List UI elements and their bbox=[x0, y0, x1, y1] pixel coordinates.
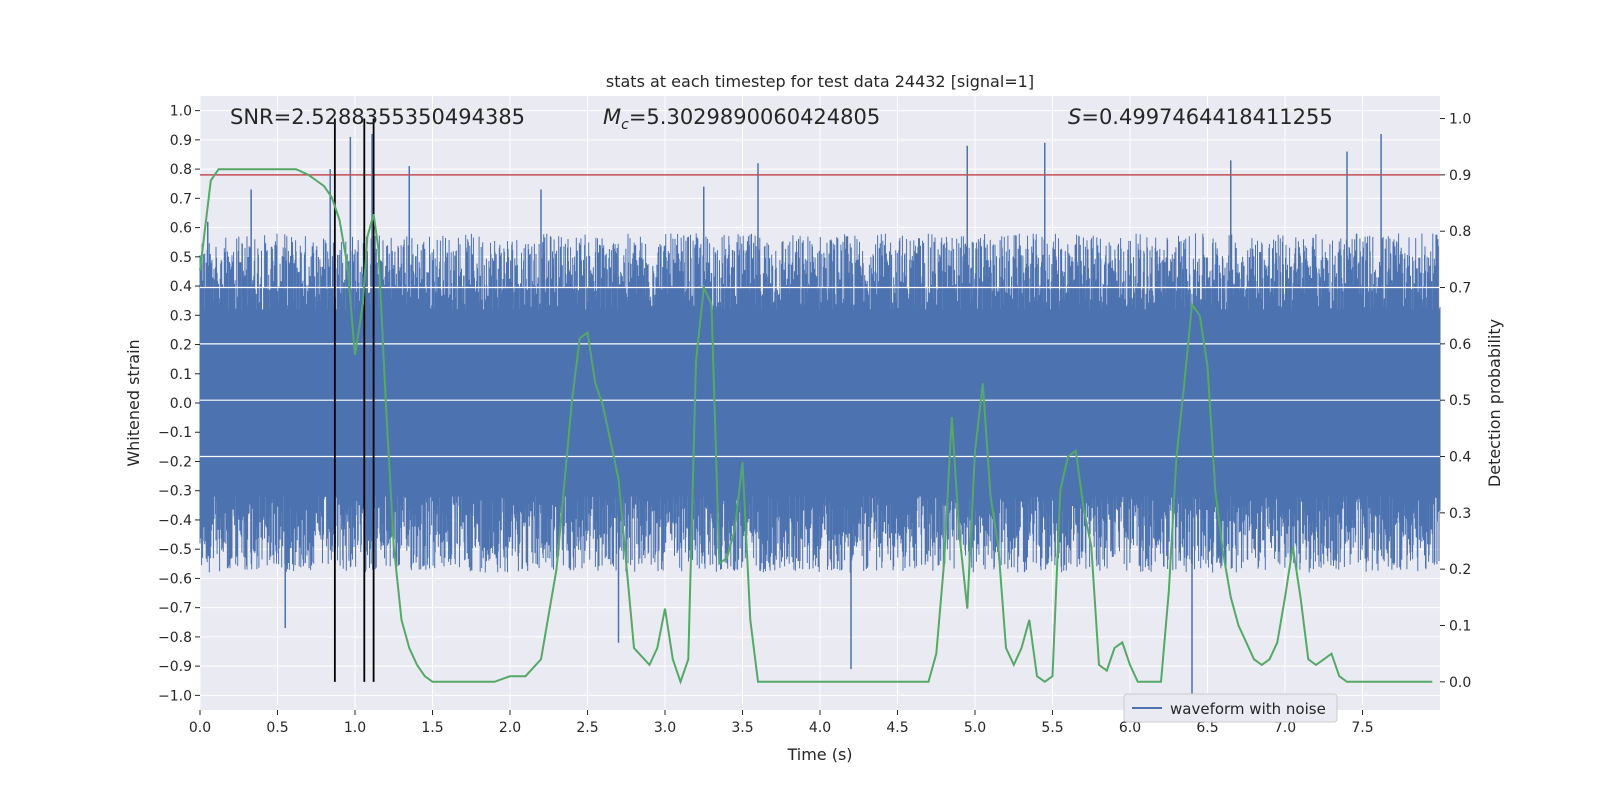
snr-annotation: SNR=2.5288355350494385 bbox=[230, 105, 525, 129]
y-left-tick-label: 0.1 bbox=[170, 367, 192, 383]
y-left-tick-label: 0.7 bbox=[170, 191, 192, 207]
x-axis-ticks: 0.0 0.5 1.0 1.5 2.0 2.5 3.0 3.5 4.0 4.5 5.0 5.5 6.0 6… bbox=[189, 710, 1374, 736]
y-left-tick-label: −0.6 bbox=[158, 571, 192, 587]
x-tick-label: 1.5 bbox=[421, 720, 443, 736]
y-left-axis-ticks: 1.0 0.9 0.8 0.7 0.6 0.5 0.4 0.3 0.2 0.1 0.0 −0.1 −0.… bbox=[158, 104, 200, 704]
s-annotation: S=0.4997464418411255 bbox=[1068, 105, 1333, 129]
y-left-tick-label: −0.9 bbox=[158, 659, 192, 675]
x-tick-label: 6.5 bbox=[1196, 720, 1218, 736]
x-tick-label: 4.0 bbox=[809, 720, 831, 736]
y-right-tick-label: 0.3 bbox=[1449, 506, 1471, 522]
chart-title: stats at each timestep for test data 244… bbox=[606, 72, 1034, 91]
y-right-tick-label: 0.8 bbox=[1449, 224, 1471, 240]
legend-label: waveform with noise bbox=[1170, 700, 1326, 718]
y-right-tick-label: 0.0 bbox=[1449, 675, 1471, 691]
x-tick-label: 4.5 bbox=[886, 720, 908, 736]
y-left-axis-label: Whitened strain bbox=[124, 339, 143, 466]
y-right-axis-label: Detection probability bbox=[1485, 319, 1504, 487]
y-left-tick-label: −0.7 bbox=[158, 601, 192, 617]
mc-subscript: c bbox=[621, 117, 629, 133]
x-tick-label: 2.0 bbox=[499, 720, 521, 736]
y-left-tick-label: 0.5 bbox=[170, 250, 192, 266]
x-tick-label: 5.0 bbox=[964, 720, 986, 736]
y-right-axis-ticks: 1.0 0.9 0.8 0.7 0.6 0.5 0.4 0.3 0.2 0.1 0.0 bbox=[1440, 112, 1471, 691]
probability-series bbox=[199, 168, 1433, 685]
y-right-tick-label: 0.2 bbox=[1449, 562, 1471, 578]
y-right-tick-label: 0.4 bbox=[1449, 450, 1471, 466]
legend: waveform with noise bbox=[1123, 693, 1338, 723]
y-right-tick-label: 0.5 bbox=[1449, 393, 1471, 409]
waveform-series bbox=[199, 134, 1441, 696]
y-left-tick-label: −0.4 bbox=[158, 513, 192, 529]
x-tick-label: 1.0 bbox=[344, 720, 366, 736]
x-tick-label: 0.0 bbox=[189, 720, 211, 736]
y-left-tick-label: −0.8 bbox=[158, 630, 192, 646]
y-right-tick-label: 0.1 bbox=[1449, 619, 1471, 635]
x-tick-label: 7.0 bbox=[1274, 720, 1296, 736]
x-tick-label: 7.5 bbox=[1351, 720, 1373, 736]
y-right-tick-label: 0.6 bbox=[1449, 337, 1471, 353]
s-value: =0.4997464418411255 bbox=[1081, 105, 1332, 129]
s-symbol: S bbox=[1068, 105, 1081, 129]
y-left-tick-label: 0.4 bbox=[170, 279, 192, 295]
y-left-tick-label: 0.9 bbox=[170, 133, 192, 149]
y-right-tick-label: 0.7 bbox=[1449, 281, 1471, 297]
probability-line bbox=[199, 168, 1433, 685]
y-left-tick-label: 1.0 bbox=[170, 104, 192, 120]
y-left-tick-label: 0.2 bbox=[170, 338, 192, 354]
y-left-tick-label: −0.5 bbox=[158, 542, 192, 558]
marker-lines bbox=[333, 118, 375, 682]
y-left-tick-label: 0.6 bbox=[170, 221, 192, 237]
y-left-tick-label: 0.0 bbox=[170, 396, 192, 412]
y-left-tick-label: −0.3 bbox=[158, 484, 192, 500]
mc-annotation: Mc=5.3029890060424805 bbox=[603, 105, 880, 133]
x-axis-label: Time (s) bbox=[786, 745, 852, 764]
mc-symbol: M bbox=[603, 105, 621, 129]
x-tick-label: 2.5 bbox=[576, 720, 598, 736]
y-left-tick-label: −0.2 bbox=[158, 454, 192, 470]
y-left-tick-label: 0.8 bbox=[170, 162, 192, 178]
y-left-tick-label: 0.3 bbox=[170, 308, 192, 324]
y-right-tick-label: 1.0 bbox=[1449, 112, 1471, 128]
x-tick-label: 3.5 bbox=[731, 720, 753, 736]
x-tick-label: 5.5 bbox=[1041, 720, 1063, 736]
legend-box bbox=[1123, 693, 1338, 723]
y-left-tick-label: −0.1 bbox=[158, 425, 192, 441]
x-tick-label: 3.0 bbox=[654, 720, 676, 736]
y-right-tick-label: 0.9 bbox=[1449, 168, 1471, 184]
x-tick-label: 6.0 bbox=[1119, 720, 1141, 736]
y-left-tick-label: −1.0 bbox=[158, 688, 192, 704]
probability-gridlines bbox=[200, 286, 1440, 458]
mc-value: =5.3029890060424805 bbox=[629, 105, 880, 129]
x-tick-label: 0.5 bbox=[266, 720, 288, 736]
